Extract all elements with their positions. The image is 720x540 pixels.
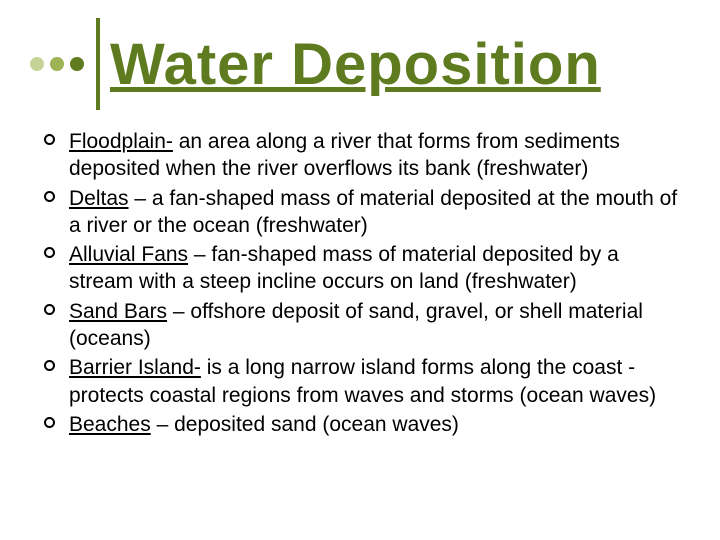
bullet-icon: [44, 191, 55, 202]
bullet-icon: [44, 247, 55, 258]
dot-icon: [70, 57, 84, 71]
bullet-icon: [44, 417, 55, 428]
item-text: Sand Bars – offshore deposit of sand, gr…: [69, 298, 680, 353]
list-item: Floodplain- an area along a river that f…: [34, 128, 680, 183]
bullet-icon: [44, 304, 55, 315]
item-text: Floodplain- an area along a river that f…: [69, 128, 680, 183]
title-divider: [96, 18, 100, 110]
dot-icon: [50, 57, 64, 71]
page-title: Water Deposition: [110, 31, 601, 98]
content-area: Floodplain- an area along a river that f…: [30, 128, 690, 438]
list-item: Beaches – deposited sand (ocean waves): [34, 411, 680, 438]
title-row: Water Deposition: [30, 18, 690, 110]
title-dots: [30, 57, 84, 71]
bullet-icon: [44, 360, 55, 371]
list-item: Sand Bars – offshore deposit of sand, gr…: [34, 298, 680, 353]
item-text: Alluvial Fans – fan-shaped mass of mater…: [69, 241, 680, 296]
slide: Water Deposition Floodplain- an area alo…: [0, 0, 720, 540]
list-item: Barrier Island- is a long narrow island …: [34, 354, 680, 409]
bullet-icon: [44, 134, 55, 145]
item-text: Deltas – a fan-shaped mass of material d…: [69, 185, 680, 240]
dot-icon: [30, 57, 44, 71]
item-text: Barrier Island- is a long narrow island …: [69, 354, 680, 409]
definition-list: Floodplain- an area along a river that f…: [34, 128, 680, 438]
list-item: Alluvial Fans – fan-shaped mass of mater…: [34, 241, 680, 296]
item-text: Beaches – deposited sand (ocean waves): [69, 411, 459, 438]
list-item: Deltas – a fan-shaped mass of material d…: [34, 185, 680, 240]
